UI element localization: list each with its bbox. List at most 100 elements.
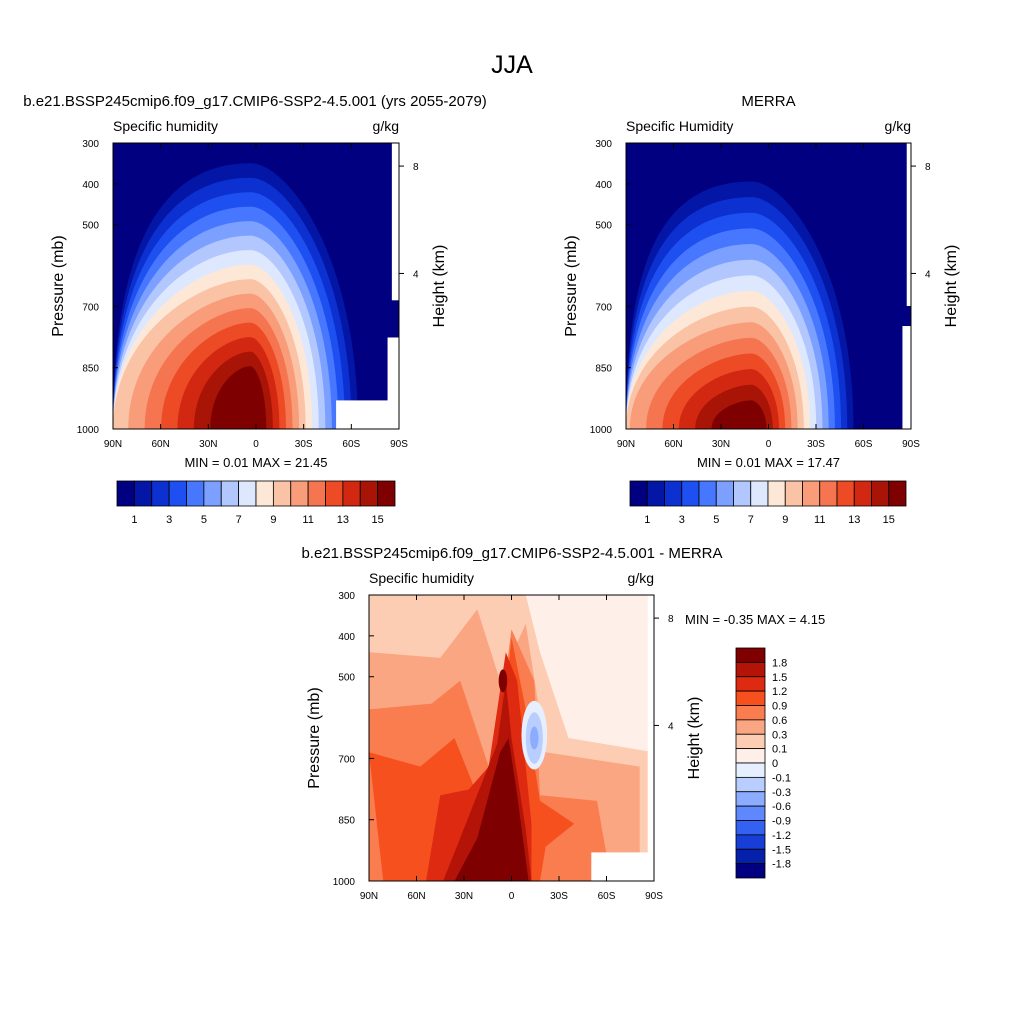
- colorbar-label: 7: [236, 514, 242, 526]
- height-tick-label: 8: [925, 162, 931, 173]
- colorbar-label: 9: [270, 514, 276, 526]
- colorbar-label: -0.6: [772, 801, 791, 813]
- x-tick-label: 60S: [342, 439, 360, 450]
- missing-region: [902, 326, 911, 429]
- x-tick-label: 60S: [598, 891, 616, 902]
- height-tick-label: 8: [668, 614, 674, 625]
- colorbar-label: -1.2: [772, 830, 791, 842]
- colorbar-cell: [359, 480, 379, 507]
- colorbar-label: 1.8: [772, 657, 787, 669]
- subtitle-right: g/kg: [373, 118, 399, 134]
- colorbar-cell: [853, 480, 872, 507]
- colorbar-cell: [735, 834, 766, 850]
- y-tick-label: 400: [595, 180, 612, 191]
- colorbar-cell: [735, 661, 766, 678]
- panel-title: b.e21.BSSP245cmip6.f09_g17.CMIP6-SSP2-4.…: [301, 545, 722, 562]
- y-tick-label: 850: [338, 816, 355, 827]
- colorbar-label: 1: [131, 514, 137, 526]
- colorbar-label: 5: [713, 514, 719, 526]
- colorbar-cell: [750, 480, 769, 507]
- x-tick-label: 30S: [295, 439, 313, 450]
- colorbar-cell: [836, 480, 855, 507]
- min-max-label: MIN = 0.01 MAX = 17.47: [697, 455, 840, 470]
- colorbar-cell: [735, 647, 766, 663]
- colorbar-cell: [646, 480, 665, 507]
- colorbar-cell: [735, 690, 766, 706]
- y-tick-label: 500: [338, 673, 355, 684]
- y-tick-label: 850: [595, 364, 612, 375]
- panel-title: b.e21.BSSP245cmip6.f09_g17.CMIP6-SSP2-4.…: [23, 93, 487, 110]
- x-tick-label: 30S: [550, 891, 568, 902]
- x-tick-label: 30S: [807, 439, 825, 450]
- colorbar-label: 1.2: [772, 686, 787, 698]
- y-tick-label: 300: [338, 591, 355, 602]
- plots-layer: b.e21.BSSP245cmip6.f09_g17.CMIP6-SSP2-4.…: [23, 93, 960, 902]
- colorbar-cell: [629, 480, 648, 507]
- subtitle-left: Specific humidity: [113, 118, 218, 134]
- x-tick-label: 60N: [407, 891, 425, 902]
- subtitle-left: Specific Humidity: [626, 118, 733, 134]
- y-right-axis-label: Height (km): [431, 245, 448, 328]
- contour-band: [711, 400, 767, 429]
- colorbar-label: 5: [201, 514, 207, 526]
- y-tick-label: 700: [82, 302, 99, 313]
- x-tick-label: 90N: [360, 891, 378, 902]
- colorbar-cell: [220, 480, 240, 507]
- colorbar-cell: [168, 480, 187, 507]
- colorbar-cell: [151, 480, 170, 507]
- y-tick-label: 300: [595, 139, 612, 150]
- colorbar-cell: [819, 480, 838, 507]
- missing-region: [647, 595, 654, 881]
- colorbar-cell: [238, 480, 257, 507]
- x-tick-label: 30N: [712, 439, 730, 450]
- colorbar-cell: [735, 805, 766, 821]
- colorbar-label: 11: [302, 514, 313, 526]
- min-max-label: MIN = 0.01 MAX = 21.45: [184, 455, 327, 470]
- colorbar-label: 3: [679, 514, 685, 526]
- panel-1: b.e21.BSSP245cmip6.f09_g17.CMIP6-SSP2-4.…: [23, 93, 487, 526]
- x-tick-label: 0: [509, 891, 515, 902]
- x-tick-label: 90S: [645, 891, 663, 902]
- panel-2: MERRA Specific Humidity g/kg 90N 60N 30N 0 30S 6…: [563, 93, 960, 526]
- colorbar-label: -0.3: [772, 787, 791, 799]
- y-tick-label: 850: [82, 364, 99, 375]
- colorbar-cell: [342, 480, 361, 507]
- colorbar-cell: [733, 480, 752, 507]
- colorbar-cell: [888, 480, 907, 507]
- height-tick-label: 4: [925, 269, 931, 280]
- colorbar-cell: [307, 480, 326, 507]
- panel-3: b.e21.BSSP245cmip6.f09_g17.CMIP6-SSP2-4.…: [301, 545, 825, 902]
- y-right-axis-label: Height (km): [686, 697, 703, 780]
- colorbar-label: 3: [166, 514, 172, 526]
- colorbar-label: 13: [337, 514, 349, 526]
- x-tick-label: 0: [766, 439, 772, 450]
- colorbar-cell: [133, 480, 153, 507]
- colorbar-cell: [735, 676, 766, 692]
- colorbar-cell: [735, 705, 766, 721]
- y-right-axis-label: Height (km): [943, 245, 960, 328]
- colorbar-cell: [735, 863, 766, 879]
- y-axis-label: Pressure (mb): [563, 235, 580, 336]
- colorbar-cell: [735, 791, 766, 807]
- colorbar-label: 11: [814, 514, 825, 526]
- y-tick-label: 500: [82, 221, 99, 232]
- figure-title: JJA: [491, 51, 533, 79]
- colorbar-cell: [735, 719, 766, 735]
- x-tick-label: 90S: [902, 439, 920, 450]
- colorbar-cell: [377, 480, 396, 507]
- y-tick-label: 1000: [590, 425, 613, 436]
- colorbar-label: -0.9: [772, 816, 791, 828]
- colorbar-cell: [802, 480, 821, 507]
- y-tick-label: 700: [595, 302, 612, 313]
- height-tick-label: 4: [668, 721, 674, 732]
- colorbar-cell: [325, 480, 344, 507]
- colorbar-cell: [290, 480, 309, 507]
- y-axis-label: Pressure (mb): [306, 687, 323, 788]
- colorbar-label: 15: [883, 514, 895, 526]
- colorbar-label: -1.8: [772, 859, 791, 871]
- y-tick-label: 700: [338, 754, 355, 765]
- subtitle-left: Specific humidity: [369, 570, 474, 586]
- colorbar-cell: [735, 820, 766, 836]
- x-tick-label: 30N: [199, 439, 217, 450]
